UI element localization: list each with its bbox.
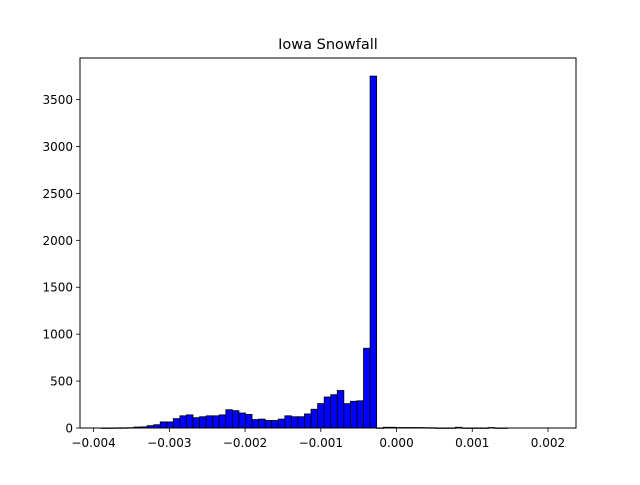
histogram-bar [336,390,345,429]
histogram-bar [245,413,253,429]
x-tick-label: −0.003 [147,436,191,450]
x-axis: −0.004 −0.003 −0.002 −0.001 0.000 0.001 0.002 [71,428,565,450]
histogram-bar [225,409,233,429]
histogram-bar [349,400,358,429]
histogram-bar [356,400,364,429]
histogram-bar [231,410,240,429]
histogram-bar [238,412,246,429]
y-tick-label: 1000 [42,328,73,342]
histogram-bar [186,414,194,429]
histogram-bar [172,418,181,429]
histogram-bar [264,420,273,429]
y-tick-label: 1500 [42,281,73,295]
histogram-bar [212,415,220,429]
chart-title: Iowa Snowfall [278,37,378,53]
histogram-bar [317,403,325,429]
histogram-bar [199,416,207,429]
histogram-bar [166,421,174,429]
histogram-bar [159,421,168,429]
histogram-bar [323,396,332,429]
y-axis: 0 500 1000 1500 2000 2500 3000 3500 [42,93,80,436]
histogram-bar [251,419,259,429]
histogram-bar [258,418,266,429]
histogram-bar [284,415,292,429]
histogram-bar [363,347,371,429]
histogram-bar [192,417,200,429]
histogram-bar [271,420,279,429]
y-tick-label: 2500 [42,187,73,201]
y-tick-label: 2000 [42,234,73,248]
y-tick-label: 500 [50,375,73,389]
histogram-bar [369,75,378,429]
histogram-bar [277,418,286,429]
plot-frame [79,57,577,429]
x-tick-label: 0.001 [455,436,489,450]
histogram-bar [179,415,187,429]
histogram-bar [343,403,351,429]
x-tick-label: −0.004 [71,436,115,450]
y-tick-label: 0 [65,422,73,436]
histogram-bar [290,416,299,429]
x-tick-label: −0.001 [299,436,343,450]
histogram-bar [304,413,312,429]
y-tick-label: 3000 [42,140,73,154]
x-tick-label: 0.002 [531,436,565,450]
y-tick-label: 3500 [42,93,73,107]
histogram-bar [205,415,214,429]
x-tick-label: 0.000 [379,436,413,450]
histogram-bar [310,408,319,429]
histogram-bar [218,414,227,429]
x-tick-label: −0.002 [223,436,267,450]
histogram-bar [297,416,305,429]
histogram-bar [330,394,338,429]
